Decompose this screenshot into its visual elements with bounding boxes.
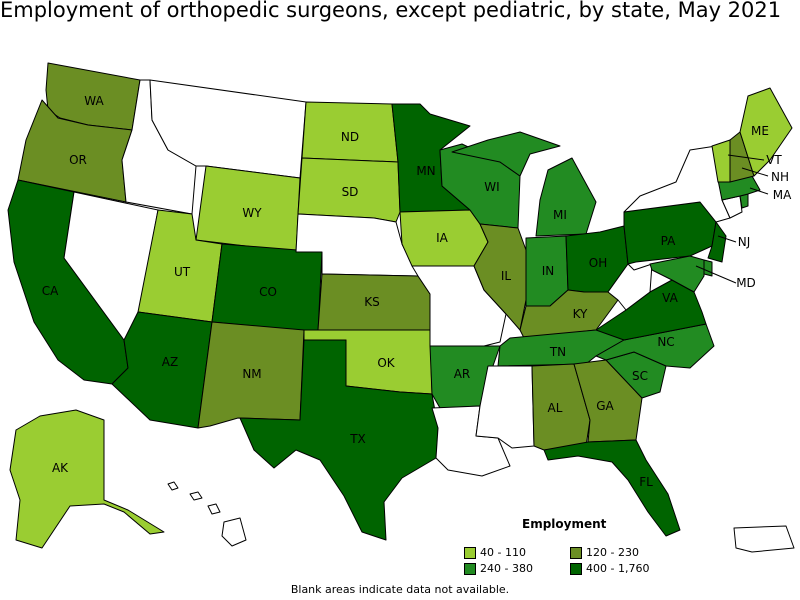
label-OH: OH xyxy=(589,256,607,270)
legend-item-4: 400 - 1,760 xyxy=(570,562,649,575)
label-IA: IA xyxy=(436,231,449,245)
label-AL: AL xyxy=(548,401,563,415)
legend-item-1: 40 - 110 xyxy=(464,546,526,559)
label-SC: SC xyxy=(632,369,648,383)
state-ME[interactable] xyxy=(739,87,793,177)
label-MI: MI xyxy=(553,208,567,222)
state-IL[interactable] xyxy=(473,223,527,331)
state-MI[interactable] xyxy=(451,131,597,237)
state-AK[interactable] xyxy=(9,409,165,549)
legend-label-1: 40 - 110 xyxy=(480,546,526,559)
legend-label-4: 400 - 1,760 xyxy=(586,562,650,575)
state-PA[interactable] xyxy=(623,201,717,265)
label-VA: VA xyxy=(662,291,678,305)
label-OK: OK xyxy=(377,356,395,370)
label-TX: TX xyxy=(349,432,366,446)
legend-title: Employment xyxy=(522,517,607,531)
label-NM: NM xyxy=(242,367,261,381)
state-TX[interactable] xyxy=(239,339,439,541)
state-FL[interactable] xyxy=(543,439,681,537)
legend-item-2: 120 - 230 xyxy=(570,546,639,559)
legend-swatch-3 xyxy=(464,562,476,575)
label-NH: NH xyxy=(771,170,789,184)
legend-swatch-1 xyxy=(464,546,476,559)
label-WA: WA xyxy=(84,94,104,108)
legend-swatch-2 xyxy=(570,546,582,559)
legend-label-3: 240 - 380 xyxy=(480,562,533,575)
label-KS: KS xyxy=(364,295,380,309)
state-DE[interactable] xyxy=(703,259,713,277)
legend-item-3: 240 - 380 xyxy=(464,562,533,575)
state-MD[interactable] xyxy=(649,255,705,293)
state-HI[interactable] xyxy=(167,481,247,547)
label-WI: WI xyxy=(484,180,499,194)
label-UT: UT xyxy=(174,265,191,279)
footnote: Blank areas indicate data not available. xyxy=(290,583,510,596)
label-AZ: AZ xyxy=(162,355,178,369)
label-ME: ME xyxy=(751,124,769,138)
label-MN: MN xyxy=(416,164,435,178)
label-CO: CO xyxy=(259,285,277,299)
legend-label-2: 120 - 230 xyxy=(586,546,639,559)
label-IL: IL xyxy=(501,269,512,283)
label-OR: OR xyxy=(69,153,87,167)
label-CA: CA xyxy=(42,284,59,298)
label-MD: MD xyxy=(736,276,756,290)
label-FL: FL xyxy=(639,475,653,489)
label-NJ: NJ xyxy=(738,235,751,249)
state-WV[interactable] xyxy=(607,263,653,311)
label-IN: IN xyxy=(542,264,555,278)
label-AR: AR xyxy=(454,367,471,381)
label-GA: GA xyxy=(596,399,614,413)
label-SD: SD xyxy=(342,185,359,199)
label-ND: ND xyxy=(341,130,359,144)
label-NC: NC xyxy=(657,335,674,349)
label-AK: AK xyxy=(52,461,69,475)
territory-PR[interactable] xyxy=(733,525,795,553)
label-TN: TN xyxy=(549,345,566,359)
label-WY: WY xyxy=(242,206,262,220)
map-title: Employment of orthopedic surgeons, excep… xyxy=(0,0,782,22)
label-VT: VT xyxy=(766,153,782,167)
label-KY: KY xyxy=(573,307,588,321)
state-NJ[interactable] xyxy=(707,221,727,263)
label-leader-lines xyxy=(695,154,769,284)
label-PA: PA xyxy=(661,234,676,248)
label-MA: MA xyxy=(773,188,792,202)
legend-swatch-4 xyxy=(570,562,582,575)
